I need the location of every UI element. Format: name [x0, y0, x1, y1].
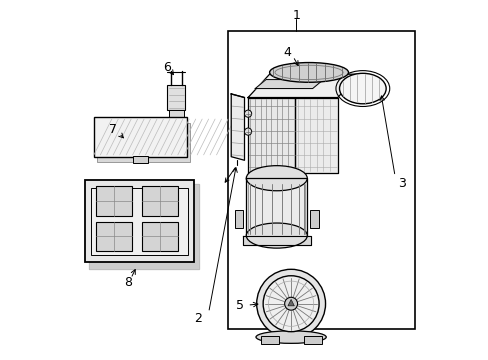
- Text: 1: 1: [292, 9, 300, 22]
- Text: 8: 8: [123, 276, 132, 289]
- Circle shape: [263, 276, 319, 332]
- Ellipse shape: [269, 63, 348, 82]
- Bar: [142, 222, 178, 251]
- Text: 7: 7: [109, 123, 117, 136]
- Circle shape: [244, 128, 251, 135]
- Bar: [96, 222, 131, 251]
- Ellipse shape: [246, 166, 306, 191]
- Bar: [142, 186, 178, 216]
- Bar: [167, 85, 185, 110]
- Text: 2: 2: [194, 311, 202, 325]
- Text: 3: 3: [398, 177, 406, 190]
- Polygon shape: [247, 74, 359, 98]
- Text: 6: 6: [163, 60, 171, 73]
- Text: 4: 4: [283, 46, 291, 59]
- Bar: [133, 156, 147, 163]
- Polygon shape: [287, 300, 294, 306]
- Bar: [228, 31, 414, 329]
- Polygon shape: [246, 178, 306, 235]
- Polygon shape: [247, 98, 294, 173]
- Polygon shape: [89, 184, 198, 269]
- Ellipse shape: [339, 73, 386, 104]
- Polygon shape: [242, 235, 310, 244]
- Bar: [97, 123, 190, 162]
- Bar: [94, 117, 187, 157]
- Bar: [303, 336, 321, 343]
- Circle shape: [256, 269, 325, 338]
- Bar: [91, 188, 187, 255]
- Polygon shape: [294, 98, 337, 173]
- Bar: [169, 110, 183, 121]
- Text: 5: 5: [236, 299, 244, 312]
- Ellipse shape: [246, 223, 306, 248]
- Bar: [234, 211, 243, 228]
- Polygon shape: [231, 94, 244, 160]
- Bar: [309, 211, 318, 228]
- Polygon shape: [255, 80, 323, 89]
- Bar: [85, 180, 194, 262]
- Circle shape: [284, 297, 297, 310]
- Bar: [96, 186, 131, 216]
- Bar: [260, 336, 278, 343]
- Circle shape: [244, 110, 251, 117]
- Ellipse shape: [255, 331, 325, 343]
